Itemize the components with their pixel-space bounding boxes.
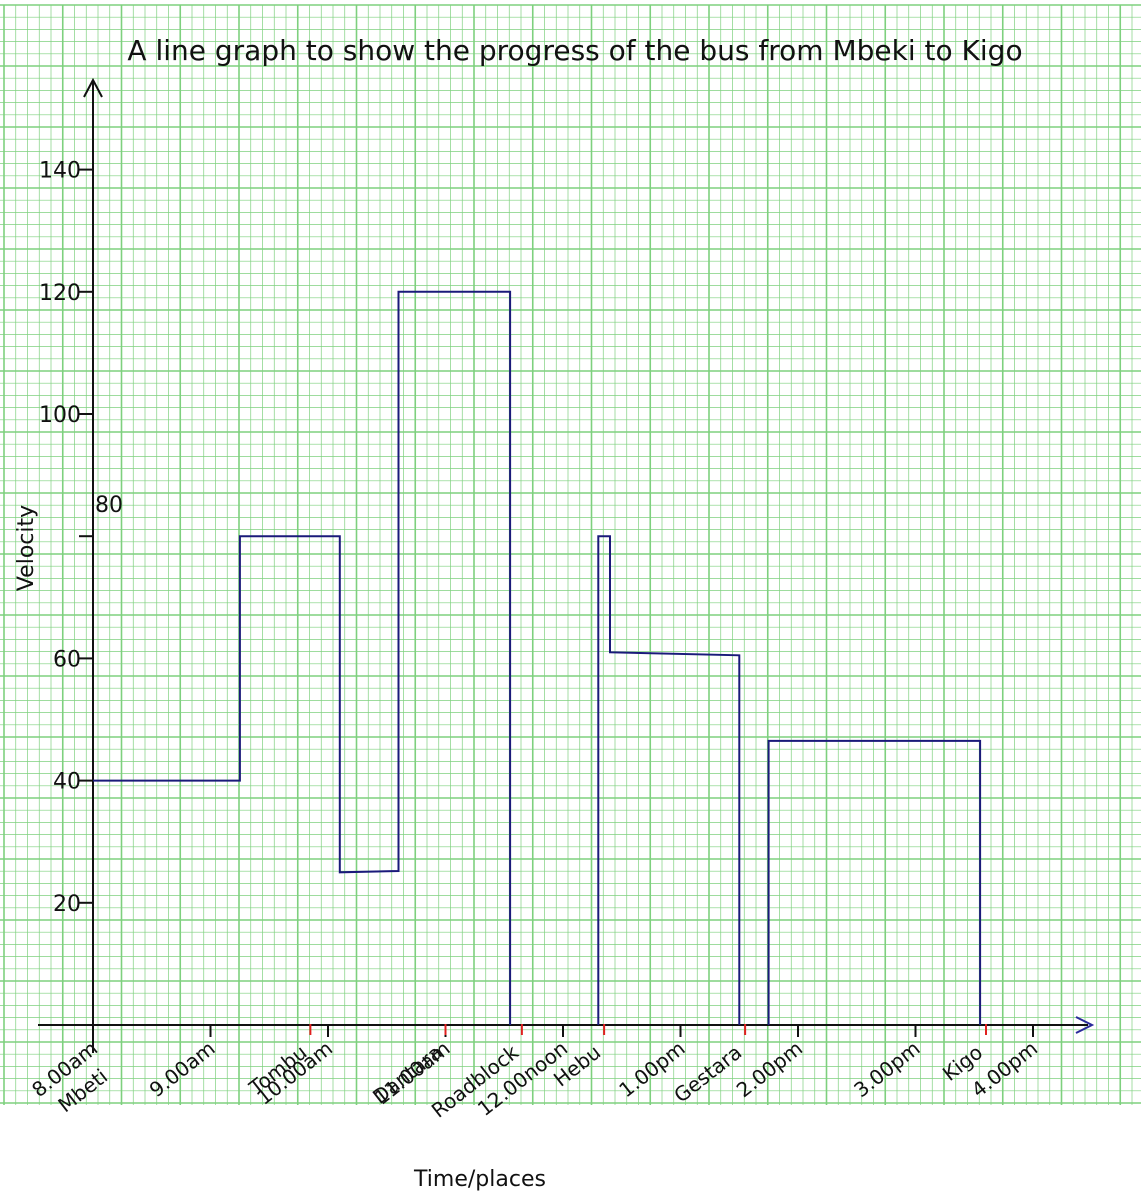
velocity-series-line [597,535,741,1025]
axes [38,77,1095,1053]
graph-paper-grid [0,4,1141,1105]
y-tick-label: 100 [39,403,81,428]
y-tick-label: 80 [95,493,123,518]
y-axis-arrow [83,77,103,98]
y-tick-label: 40 [53,770,81,795]
y-tick-label: 20 [53,892,81,917]
series-lines [93,290,982,1025]
velocity-series-line [767,739,982,1025]
y-tick-label: 60 [53,647,81,672]
x-axis-title: Time/places [413,1167,546,1192]
y-tick-label: 140 [39,159,81,184]
y-axis-title: Velocity [14,505,39,591]
bottom-margin [0,1105,1141,1195]
y-tick-label: 120 [39,281,81,306]
chart-title: A line graph to show the progress of the… [127,34,1022,67]
velocity-series-line [93,290,512,1025]
x-axis-arrow [1075,1016,1095,1034]
